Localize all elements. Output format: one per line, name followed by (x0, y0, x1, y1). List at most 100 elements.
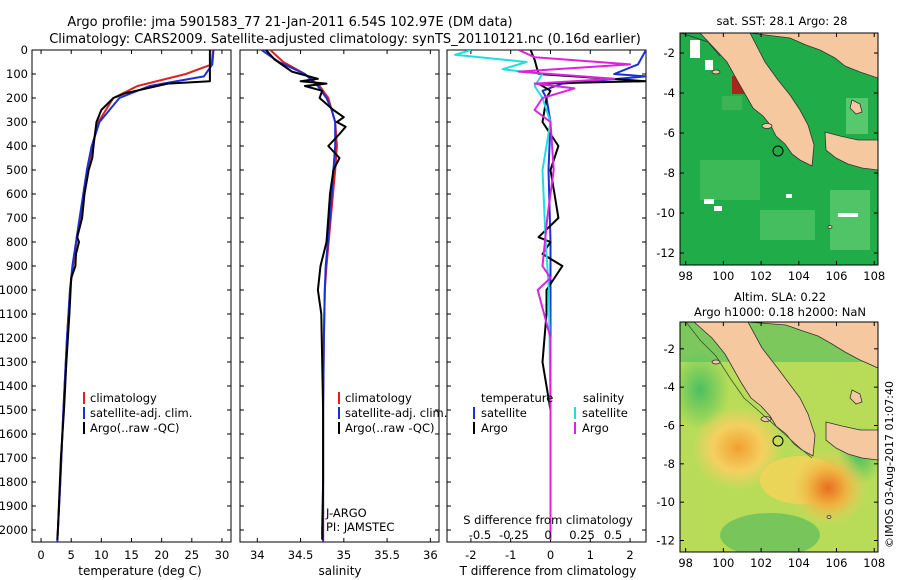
difference-legend: temperature satellite Argo salinity sate… (473, 391, 628, 435)
salinity-axis-label: salinity (318, 564, 361, 578)
lon-tick-label: 106 (826, 269, 848, 283)
island (827, 225, 833, 229)
s-tick-label: -0.5 (469, 528, 491, 542)
argo-float-marker (772, 435, 784, 447)
sst-patch (760, 210, 815, 240)
lon-tick-label: 98 (678, 556, 693, 570)
sla-low-patch (680, 350, 730, 430)
s-tick-label: 0 (544, 528, 551, 542)
sst-map-axes: 98 100 102 104 106 108 -2 -4 -6 -8 -10 -12 (656, 33, 885, 283)
lat-tick-label: -10 (656, 206, 675, 220)
x-tick-label: 36 (423, 548, 438, 562)
sst-map-frame (679, 32, 879, 266)
lat-tick-label: -4 (664, 86, 675, 100)
lon-tick-label: 108 (863, 269, 885, 283)
salinity-axis: 34 34.5 35 35.5 36 (250, 50, 438, 562)
title-line-1: Argo profile: jma 5901583_77 21-Jan-2011… (67, 15, 512, 30)
temperature-legend: climatology satellite-adj. clim. Argo(..… (83, 391, 192, 435)
lon-tick-label: 104 (788, 556, 810, 570)
depth-tick-label: 200 (6, 91, 28, 105)
sst-missing-cell (838, 213, 858, 217)
lon-tick-label: 104 (788, 269, 810, 283)
sst-patch (700, 160, 760, 200)
series-line-t-argo (529, 50, 646, 540)
island (760, 416, 772, 422)
legend-s-argo-label: Argo (582, 421, 609, 435)
difference-plot-frame (446, 49, 647, 543)
depth-tick-label: 1200 (0, 331, 28, 345)
depth-tick-label: 0 (21, 43, 28, 57)
x-tick-label: 34 (250, 548, 265, 562)
depth-tick-label: 1500 (0, 403, 28, 417)
java-land (825, 421, 878, 461)
x-tick-label: 10 (94, 548, 109, 562)
depth-tick-label: 700 (6, 211, 28, 225)
legend-satellite-label: satellite-adj. clim. (90, 406, 192, 420)
lon-tick-label: 98 (678, 269, 693, 283)
temperature-axis: 0 5 10 15 20 25 30 (37, 50, 229, 562)
lon-tick-label: 106 (826, 556, 848, 570)
lon-tick-label: 102 (750, 556, 772, 570)
depth-tick-label: 1000 (0, 283, 28, 297)
temperature-axis-label: temperature (deg C) (78, 564, 201, 578)
lon-tick-label: 102 (750, 269, 772, 283)
title-line-2: Climatology: CARS2009. Satellite-adjuste… (49, 32, 641, 47)
depth-tick-label: 1100 (0, 307, 28, 321)
t-difference-axis-label: T difference from climatology (459, 564, 637, 578)
depth-axis: 0 100 200 300 400 500 600 700 800 900 1000 1100 1200… (0, 43, 231, 537)
depth-tick-label: 1800 (0, 475, 28, 489)
series-line-climatology (56, 50, 214, 542)
argo-float-marker (772, 145, 784, 157)
depth-tick-label: 2000 (0, 523, 28, 537)
lon-tick-label: 108 (863, 556, 885, 570)
x-tick-label: 15 (124, 548, 139, 562)
lat-tick-label: -8 (664, 166, 675, 180)
series-line-t-satellite (541, 50, 646, 540)
x-tick-label: 0 (37, 548, 44, 562)
depth-tick-label: 1400 (0, 379, 28, 393)
sla-map: Altim. SLA: 0.22 Argo h1000: 0.18 h2000:… (656, 290, 885, 570)
sumatra-land (693, 322, 816, 457)
sla-low-patch (720, 513, 820, 552)
difference-depth-ticks (447, 49, 646, 531)
sst-missing-cell (714, 206, 722, 211)
legend-climatology-label: climatology (90, 391, 157, 405)
lat-tick-label: -2 (664, 46, 675, 60)
sla-map-frame (679, 321, 879, 553)
x-tick-label: -2 (465, 548, 476, 562)
x-tick-label: -1 (505, 548, 516, 562)
salinity-panel: 34 34.5 35 35.5 36 climatology satellite-adj… (239, 49, 447, 578)
sst-patch (830, 190, 870, 250)
series-line-satellite-adj-clim (56, 50, 215, 542)
salinity-depth-ticks (240, 49, 439, 531)
series-line-argo-raw-qc (56, 50, 211, 540)
legend-argo-label: Argo(..raw -QC) (345, 421, 435, 435)
island (826, 515, 832, 519)
depth-tick-label: 400 (6, 139, 28, 153)
depth-contour (685, 322, 813, 459)
lat-tick-label: -10 (656, 495, 675, 509)
lat-tick-label: -4 (664, 380, 675, 394)
x-tick-label: 20 (154, 548, 169, 562)
sumatra-land (699, 33, 815, 167)
s-difference-axis-label: S difference from climatology (463, 513, 633, 527)
legend-salinity-title: salinity (583, 391, 624, 405)
x-tick-label: 30 (215, 548, 230, 562)
depth-tick-label: 900 (6, 259, 28, 273)
sst-missing-cell (704, 199, 714, 204)
x-tick-label: 34.5 (288, 548, 314, 562)
series-line-s-argo (517, 50, 632, 540)
bangka-island (849, 389, 863, 405)
north-land (749, 33, 878, 79)
north-land (747, 322, 878, 369)
java-land (824, 131, 878, 171)
depth-tick-label: 1600 (0, 427, 28, 441)
legend-t-satellite-label: satellite (481, 406, 527, 420)
sla-map-axes: 98 100 102 104 106 108 -2 -4 -6 -8 -10 -12 (656, 322, 885, 570)
x-tick-label: 35 (337, 548, 352, 562)
sla-eddy (788, 450, 868, 526)
island (761, 123, 773, 129)
lat-tick-label: -2 (664, 342, 675, 356)
salinity-legend: climatology satellite-adj. clim. Argo(..… (338, 391, 447, 435)
